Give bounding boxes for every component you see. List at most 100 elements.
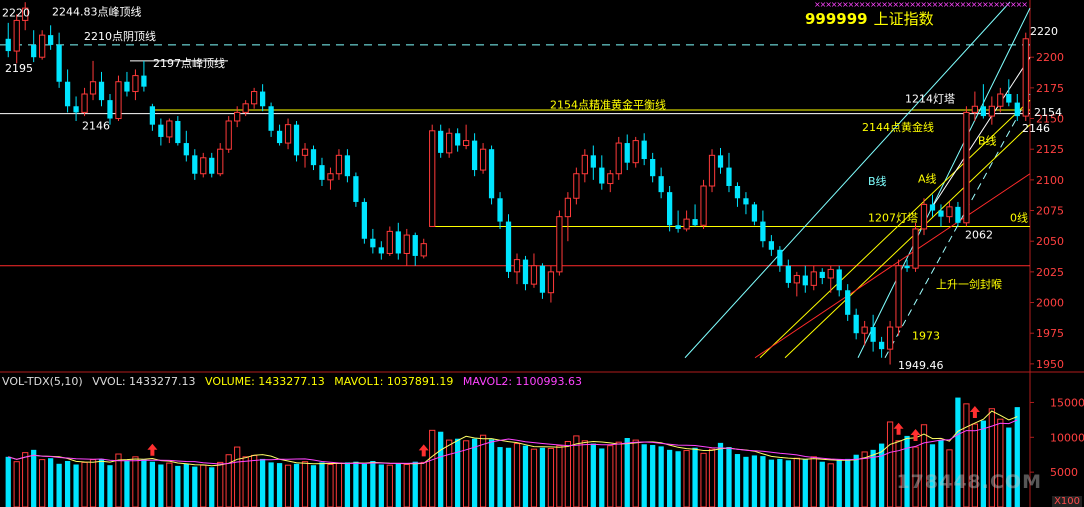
- top-x-mark: ×: [887, 0, 894, 9]
- candle-body-up: [446, 132, 453, 154]
- top-x-mark: ×: [859, 0, 866, 9]
- volume-bar-down: [293, 463, 300, 507]
- label-2146-left: 2146: [82, 120, 110, 133]
- candle-body-up: [81, 93, 88, 113]
- price-tick-label: 2200: [1036, 51, 1064, 64]
- b-line-outer: [684, 1, 1011, 359]
- label-1207-lighthouse: 1207灯塔: [868, 212, 918, 225]
- top-x-mark: ×: [870, 0, 877, 9]
- volume-bar-up: [115, 453, 122, 507]
- volume-bar-up: [920, 424, 928, 507]
- volume-bar-down: [819, 461, 825, 507]
- volume-tick-label: 5000: [1050, 466, 1078, 479]
- volume-bar-down: [395, 463, 401, 507]
- volume-bar-up: [284, 464, 292, 507]
- volume-bar-down: [98, 458, 105, 507]
- top-x-mark: ×: [909, 0, 916, 9]
- candle-body-down: [353, 176, 359, 202]
- volume-bar-up: [971, 423, 979, 507]
- index-title: 999999 上证指数: [805, 8, 934, 29]
- price-tick-label: 2125: [1036, 143, 1064, 156]
- volume-bar-down: [149, 461, 156, 507]
- top-x-mark: ×: [965, 0, 972, 9]
- price-tick-label: 2150: [1036, 113, 1064, 126]
- a-line: [857, 7, 1031, 358]
- top-x-mark: ×: [814, 0, 821, 9]
- top-x-mark: ×: [993, 0, 1000, 9]
- candle-body-up: [886, 326, 894, 350]
- volume-bar-down: [158, 464, 164, 507]
- top-x-mark: ×: [976, 0, 983, 9]
- candle-body-up: [251, 91, 258, 105]
- volume-bar-down: [929, 444, 936, 507]
- candle-body-down: [929, 204, 936, 211]
- volume-bar-down: [734, 454, 741, 507]
- volume-bar-down: [658, 446, 664, 507]
- volume-bar-down: [904, 435, 910, 507]
- candle-body-down: [845, 290, 851, 315]
- volume-bar-up: [827, 463, 834, 507]
- volume-bar-up: [632, 439, 639, 507]
- volume-bar-up: [564, 440, 572, 507]
- candle-body-down: [141, 75, 147, 87]
- volume-bar-up: [335, 462, 343, 507]
- volume-value: VOLUME: 1433277.13: [205, 375, 325, 388]
- candle-body-up: [386, 230, 393, 254]
- candle-body-up: [242, 103, 249, 113]
- volume-bar-up: [581, 440, 588, 507]
- candle-body-down: [293, 124, 300, 156]
- volume-bar-down: [955, 397, 961, 507]
- volume-bar-down: [48, 458, 54, 507]
- volume-bar-down: [353, 461, 359, 507]
- candle-body-down: [310, 149, 317, 166]
- price-tick-label: 2075: [1036, 205, 1064, 218]
- candle-body-down: [98, 81, 105, 101]
- candle-body-down: [192, 155, 198, 174]
- top-x-mark: ×: [920, 0, 927, 9]
- candle-body-up: [573, 173, 580, 199]
- volume-bar-up: [683, 450, 690, 507]
- volume-bar-up: [446, 439, 453, 507]
- candle-body-up: [683, 218, 690, 230]
- volume-bar-down: [175, 465, 181, 507]
- top-x-mark: ×: [898, 0, 905, 9]
- volume-bar-down: [73, 464, 79, 507]
- candle-body-up: [632, 140, 639, 164]
- mavol1-value: MAVOL1: 1037891.19: [334, 375, 454, 388]
- volume-bar-up: [810, 456, 817, 507]
- top-x-mark: ×: [853, 0, 860, 9]
- top-x-mark: ×: [988, 0, 995, 9]
- candle-body-up: [793, 275, 800, 284]
- unit-label: X100: [1052, 496, 1082, 507]
- candle-body-up: [912, 228, 919, 269]
- top-x-mark: ×: [825, 0, 832, 9]
- candle-body-down: [980, 106, 986, 117]
- candle-body-up: [988, 105, 995, 117]
- candle-body-down: [488, 149, 495, 199]
- candle-body-down: [717, 155, 724, 168]
- volume-bar-down: [259, 458, 266, 507]
- candle-body-down: [73, 106, 79, 113]
- volume-bar-down: [692, 447, 698, 507]
- label-a-line: A线: [918, 171, 937, 185]
- volume-bar-down: [641, 444, 647, 507]
- top-x-mark: ×: [836, 0, 843, 9]
- candle-body-down: [1014, 102, 1020, 117]
- candle-body-down: [904, 265, 910, 269]
- label-2197-line: 2197点峰顶线: [153, 56, 225, 70]
- top-x-mark: ×: [971, 0, 978, 9]
- volume-bar-down: [488, 439, 495, 507]
- volume-bar-down: [522, 445, 529, 507]
- volume-bar-down: [726, 447, 732, 507]
- top-x-mark: ×: [820, 0, 827, 9]
- volume-bar-down: [768, 459, 775, 507]
- candle-body-down: [624, 143, 630, 163]
- mavol2-line: [8, 419, 1018, 465]
- candle-body-up: [971, 105, 979, 113]
- candle-body-up: [301, 148, 309, 156]
- candle-body-down: [183, 143, 189, 156]
- volume-bar-up: [708, 448, 716, 507]
- candle-body-down: [107, 100, 113, 119]
- volume-bar-down: [124, 460, 130, 507]
